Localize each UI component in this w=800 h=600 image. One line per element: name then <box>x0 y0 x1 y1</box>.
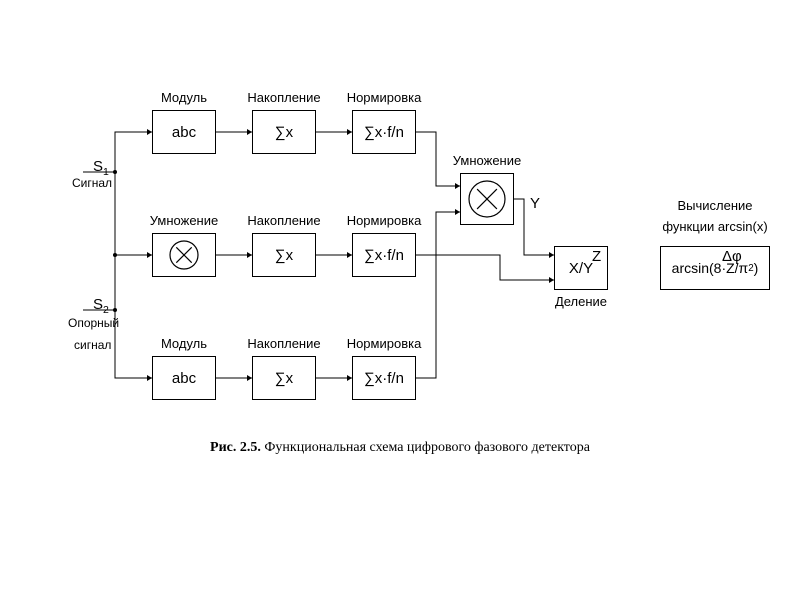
node-n_sum2: ∑x <box>252 233 316 277</box>
node-n_abc3: abc <box>152 356 216 400</box>
caption-text: Функциональная схема цифрового фазового … <box>261 440 590 455</box>
text-l_s2: S2 <box>93 296 109 316</box>
node-n_bigmul <box>460 173 514 225</box>
label-n_bigmul: Умножение <box>450 153 524 168</box>
node-n_sum1: ∑x <box>252 110 316 154</box>
node-n_norm2: ∑x·f/n <box>352 233 416 277</box>
label-n_mul2: Умножение <box>142 213 226 228</box>
node-n_norm3: ∑x·f/n <box>352 356 416 400</box>
label-n_norm2: Нормировка <box>342 213 426 228</box>
label-n_abc3: Модуль <box>142 336 226 351</box>
text-l_ref2: сигнал <box>74 338 111 352</box>
text-l_s1: S1 <box>93 158 109 178</box>
caption-prefix: Рис. 2.5. <box>210 440 261 455</box>
label-n_sum3: Накопление <box>242 336 326 351</box>
label-n_abc1: Модуль <box>142 90 226 105</box>
text-l_dphi: Δφ <box>722 248 742 265</box>
text-l_ref1: Опорный <box>68 316 119 330</box>
node-n_sum3: ∑x <box>252 356 316 400</box>
label-n_arcsin-ml: Вычислениефункции arcsin(x) <box>640 196 790 238</box>
text-l_Z: Z <box>592 248 601 265</box>
node-n_arcsin: arcsin(8·Z/π2) <box>660 246 770 290</box>
text-l_Y: Y <box>530 195 540 212</box>
label-n_sum1: Накопление <box>242 90 326 105</box>
diagram-canvas: Рис. 2.5. Функциональная схема цифрового… <box>0 0 800 600</box>
figure-caption: Рис. 2.5. Функциональная схема цифрового… <box>0 440 800 456</box>
node-n_norm1: ∑x·f/n <box>352 110 416 154</box>
label-n_div-bot: Деление <box>544 294 618 309</box>
label-n_sum2: Накопление <box>242 213 326 228</box>
label-n_norm1: Нормировка <box>342 90 426 105</box>
label-n_norm3: Нормировка <box>342 336 426 351</box>
node-n_mul2 <box>152 233 216 277</box>
node-n_abc1: abc <box>152 110 216 154</box>
text-l_signal: Сигнал <box>72 176 112 190</box>
